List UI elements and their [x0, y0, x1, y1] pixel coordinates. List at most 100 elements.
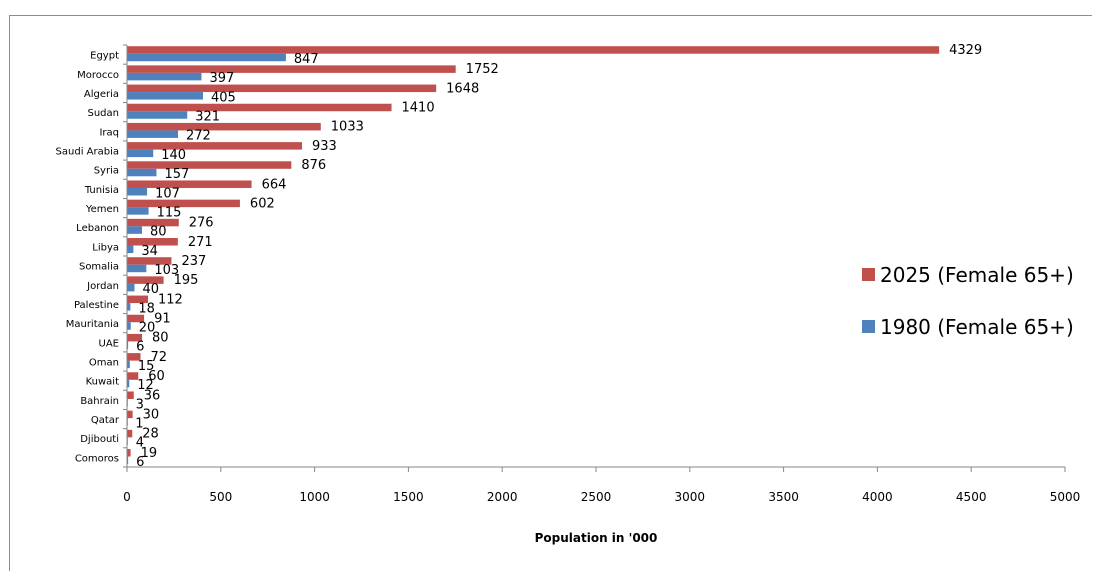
data-label-1980-morocco: 397 — [209, 71, 234, 86]
x-tick-label: 1500 — [393, 490, 424, 504]
x-axis-label: Population in '000 — [535, 531, 658, 545]
data-label-2025-egypt: 4329 — [949, 43, 982, 58]
data-label-2025-sudan: 1410 — [402, 101, 435, 116]
category-label-jordan: Jordan — [86, 281, 119, 292]
category-label-oman: Oman — [89, 358, 119, 369]
bar-2025-libya — [127, 238, 178, 246]
x-tick-label: 2500 — [581, 490, 612, 504]
data-label-2025-somalia: 237 — [181, 254, 206, 269]
data-label-1980-qatar: 1 — [135, 416, 143, 431]
category-label-syria: Syria — [94, 166, 119, 177]
x-tick-label: 2000 — [487, 490, 518, 504]
data-label-1980-egypt: 847 — [294, 52, 319, 67]
category-label-yemen: Yemen — [85, 204, 119, 215]
data-label-2025-syria: 876 — [301, 158, 326, 173]
bar-2025-iraq — [127, 122, 321, 131]
bar-1980-jordan — [127, 283, 135, 292]
data-label-1980-uae: 6 — [136, 340, 144, 355]
bar-2025-saudi-arabia — [127, 142, 303, 150]
category-label-bahrain: Bahrain — [80, 396, 119, 407]
category-label-lebanon: Lebanon — [76, 223, 119, 234]
category-label-uae: UAE — [99, 338, 119, 349]
data-label-1980-kuwait: 12 — [137, 378, 154, 393]
data-label-2025-jordan: 195 — [174, 273, 199, 288]
bars-group — [127, 46, 940, 465]
legend-label-0: 2025 (Female 65+) — [880, 263, 1074, 287]
category-label-somalia: Somalia — [79, 262, 119, 273]
bar-2025-tunisia — [127, 180, 252, 188]
bar-2025-egypt — [127, 46, 940, 54]
bar-2025-algeria — [127, 84, 437, 93]
bar-1980-libya — [127, 245, 134, 254]
legend-label-1: 1980 (Female 65+) — [880, 315, 1074, 339]
category-label-iraq: Iraq — [99, 127, 119, 138]
bar-2025-bahrain — [127, 391, 134, 399]
bar-2025-comoros — [127, 449, 131, 457]
legend-swatch-0 — [862, 268, 875, 281]
category-label-mauritania: Mauritania — [66, 319, 119, 330]
legend: 2025 (Female 65+) 1980 (Female 65+) — [862, 263, 1074, 339]
legend-swatch-1 — [862, 320, 875, 333]
data-label-1980-somalia: 103 — [154, 263, 179, 278]
data-label-1980-oman: 15 — [138, 359, 155, 374]
data-label-1980-palestine: 18 — [138, 301, 155, 316]
bar-1980-algeria — [127, 92, 203, 100]
data-label-1980-jordan: 40 — [143, 282, 160, 297]
bar-2025-jordan — [127, 276, 164, 284]
bar-2025-kuwait — [127, 372, 139, 380]
data-label-2025-mauritania: 91 — [154, 312, 171, 327]
x-tick-label: 4000 — [862, 490, 893, 504]
bar-1980-comoros — [127, 456, 129, 465]
bar-1980-mauritania — [127, 322, 131, 330]
data-label-2025-djibouti: 28 — [142, 427, 159, 442]
bar-1980-egypt — [127, 53, 286, 62]
bar-2025-uae — [127, 333, 143, 342]
category-label-comoros: Comoros — [75, 453, 119, 464]
bar-1980-kuwait — [127, 379, 130, 388]
data-label-2025-kuwait: 60 — [148, 369, 165, 384]
bar-1980-morocco — [127, 72, 202, 81]
category-label-morocco: Morocco — [77, 70, 119, 81]
data-label-1980-algeria: 405 — [211, 90, 236, 105]
data-label-1980-lebanon: 80 — [150, 225, 167, 240]
bar-1980-lebanon — [127, 226, 143, 234]
data-label-2025-saudi-arabia: 933 — [312, 139, 337, 154]
data-label-2025-tunisia: 664 — [262, 177, 287, 192]
bar-2025-morocco — [127, 65, 456, 73]
data-label-2025-bahrain: 36 — [144, 388, 161, 403]
x-tick-label: 1000 — [299, 490, 330, 504]
bar-1980-yemen — [127, 207, 149, 215]
data-label-2025-lebanon: 276 — [189, 216, 214, 231]
category-label-tunisia: Tunisia — [84, 185, 119, 196]
bar-2025-sudan — [127, 103, 392, 112]
data-label-2025-libya: 271 — [188, 235, 213, 250]
data-label-2025-yemen: 602 — [250, 196, 275, 211]
bar-1980-iraq — [127, 130, 179, 138]
data-label-1980-mauritania: 20 — [139, 321, 156, 336]
data-label-1980-iraq: 272 — [186, 129, 211, 144]
category-label-kuwait: Kuwait — [86, 377, 119, 388]
bar-1980-palestine — [127, 303, 131, 311]
data-label-2025-uae: 80 — [152, 331, 169, 346]
bar-2025-qatar — [127, 410, 133, 419]
data-label-1980-syria: 157 — [164, 167, 189, 182]
x-tick-label: 500 — [209, 490, 232, 504]
x-tick-label: 0 — [123, 490, 131, 504]
labels-group: 4329 847 Egypt 1752 397 Morocco 1648 405 Algeria… — [56, 43, 1081, 504]
data-label-1980-bahrain: 3 — [136, 397, 144, 412]
category-label-palestine: Palestine — [74, 300, 119, 311]
bar-1980-syria — [127, 168, 157, 177]
category-label-saudi-arabia: Saudi Arabia — [56, 147, 119, 158]
bar-2025-oman — [127, 353, 141, 361]
data-label-1980-libya: 34 — [141, 244, 158, 259]
bar-2025-somalia — [127, 257, 172, 265]
x-tick-label: 3500 — [768, 490, 799, 504]
data-label-2025-algeria: 1648 — [446, 81, 479, 96]
x-tick-label: 3000 — [675, 490, 706, 504]
bar-1980-tunisia — [127, 187, 148, 196]
data-label-1980-sudan: 321 — [195, 110, 220, 125]
category-label-algeria: Algeria — [84, 89, 119, 100]
data-label-1980-tunisia: 107 — [155, 186, 180, 201]
bar-2025-yemen — [127, 199, 240, 208]
